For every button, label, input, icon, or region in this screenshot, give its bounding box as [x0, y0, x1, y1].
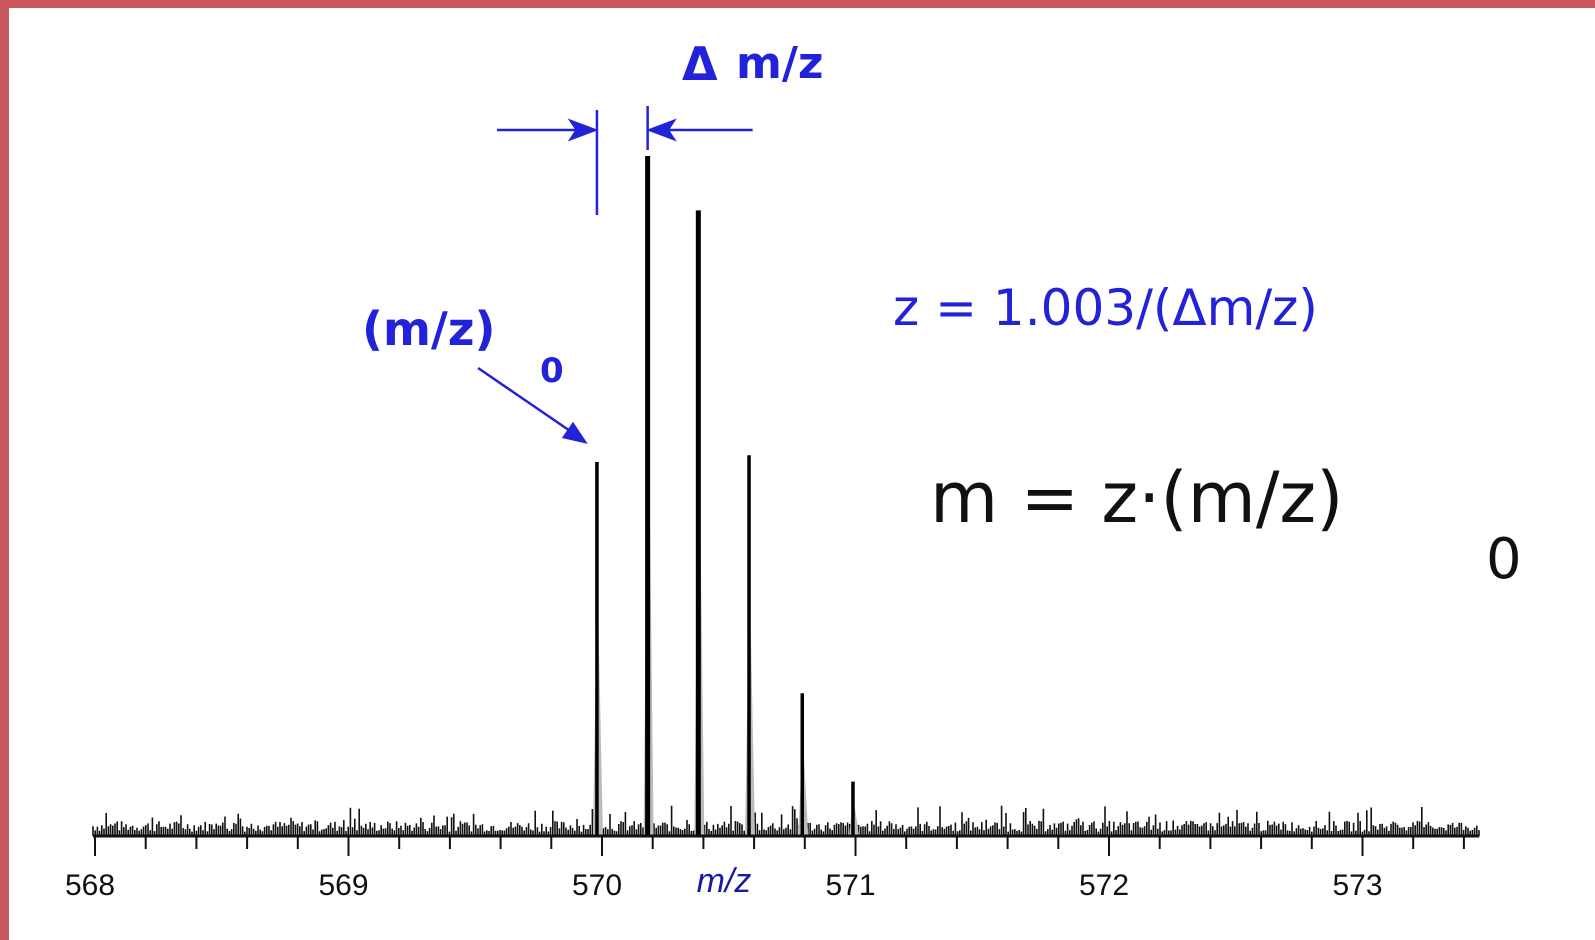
delta-left-arrowhead — [567, 118, 599, 142]
delta-symbol: Δ — [682, 37, 718, 91]
delta-right-arrowhead — [646, 118, 677, 142]
mass-formula: m = z·(m/z) — [930, 457, 1343, 539]
monoisotopic-arrow — [477, 366, 588, 444]
charge-formula: z = 1.003/(Δm/z) — [893, 279, 1318, 337]
x-tick-label: 570 — [572, 869, 622, 902]
x-tick-label: 569 — [318, 869, 368, 902]
monoisotopic-arrowhead — [561, 421, 588, 444]
mass-formula-subscript: 0 — [1486, 527, 1522, 592]
x-axis-ticks: 568 569 570 571 572 573 — [65, 836, 1465, 902]
monoisotopic-arrow-line — [477, 366, 580, 439]
monoisotopic-subscript: 0 — [540, 351, 564, 391]
x-tick-label: 573 — [1332, 869, 1382, 902]
noise-trace — [92, 805, 1480, 836]
x-axis-label: m/z — [697, 862, 752, 900]
delta-mz-annotation — [496, 106, 753, 215]
monoisotopic-label: (m/z) — [362, 302, 496, 356]
x-tick-label: 572 — [1079, 869, 1129, 902]
baseline-noise — [92, 805, 1480, 836]
x-tick-label: 568 — [65, 869, 115, 902]
x-tick-label: 571 — [825, 869, 875, 902]
delta-mz-label: m/z — [736, 38, 824, 89]
spectrum-peaks — [592, 156, 859, 836]
